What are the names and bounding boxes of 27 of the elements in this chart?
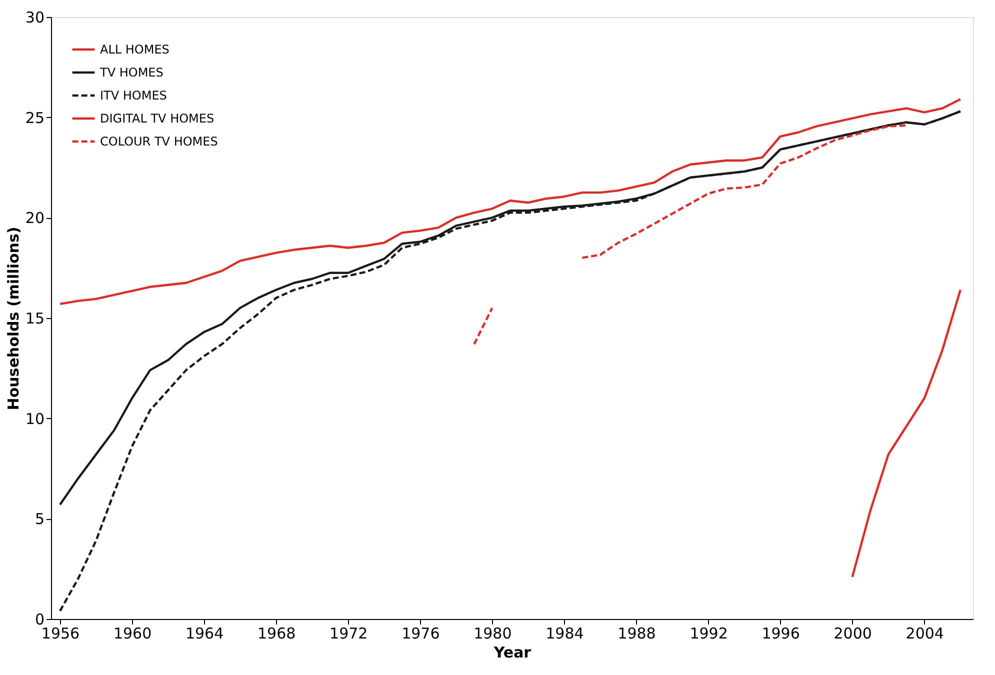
y-axis-title: Households (millions) — [4, 226, 22, 410]
x-tick-label: 2004 — [906, 624, 944, 642]
line-series — [58, 98, 962, 306]
x-tick-label: 1964 — [185, 624, 224, 642]
x-axis-title: Year — [492, 644, 532, 662]
x-tick-label: 1996 — [762, 624, 800, 642]
legend-label: ITV HOMES — [100, 88, 167, 102]
y-tick-label: 10 — [25, 410, 44, 428]
line-series — [851, 288, 962, 578]
y-tick-label: 20 — [25, 209, 44, 228]
x-tick-label: 1960 — [113, 624, 152, 642]
y-tick-label: 30 — [25, 8, 44, 26]
x-tick-label: 1972 — [330, 624, 368, 642]
legend-label: ALL HOMES — [100, 42, 170, 56]
x-tick-label: 2000 — [834, 624, 872, 642]
x-tick-label: 1988 — [618, 624, 656, 642]
y-tick-label: 25 — [25, 108, 44, 127]
x-tick-label: 1980 — [474, 624, 512, 642]
y-tick-label: 5 — [34, 510, 44, 528]
x-tick-label: 1992 — [690, 624, 728, 642]
x-tick-label: 1984 — [546, 624, 584, 642]
x-tick-label: 1976 — [402, 624, 440, 642]
legend-label: COLOUR TV HOMES — [100, 134, 218, 148]
legend-label: TV HOMES — [99, 66, 164, 80]
y-tick-label: 15 — [25, 310, 44, 328]
x-tick-label: 1968 — [258, 624, 296, 642]
legend-label: DIGITAL TV HOMES — [100, 112, 214, 126]
